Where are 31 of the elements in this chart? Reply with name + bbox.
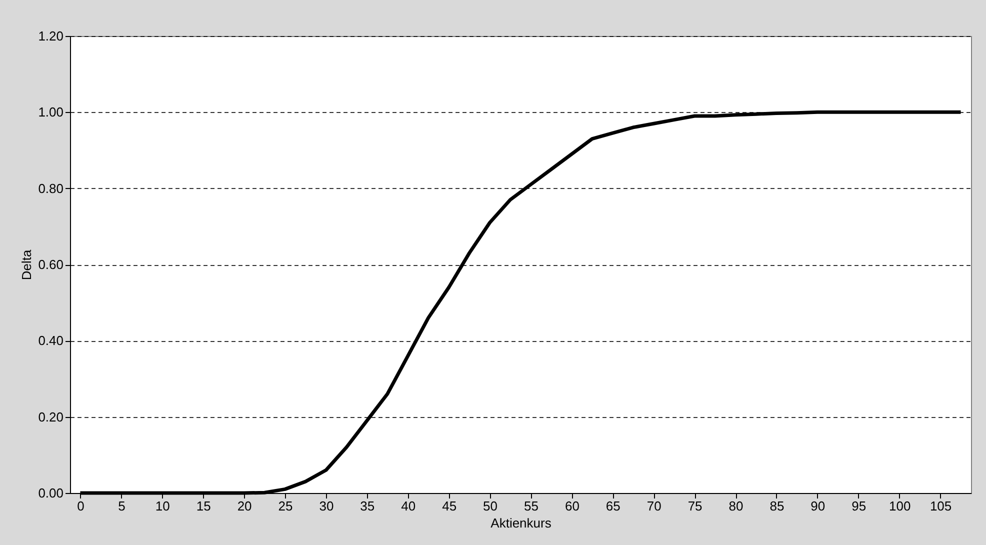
x-tick-label: 5 xyxy=(118,498,126,514)
x-axis-title: Aktienkurs xyxy=(490,516,552,530)
x-tick-label: 55 xyxy=(524,498,538,514)
x-tick-label: 35 xyxy=(360,498,375,514)
x-tick-label: 60 xyxy=(564,498,580,514)
x-tick-label: 0 xyxy=(77,498,84,514)
y-tick-label: 1.00 xyxy=(38,104,64,120)
x-tick-label: 30 xyxy=(319,498,334,514)
x-tick-label: 25 xyxy=(278,498,293,514)
y-axis-title: Delta xyxy=(19,249,34,280)
y-tick-label: 0.80 xyxy=(38,180,64,196)
x-tick-label: 75 xyxy=(688,498,702,514)
x-tick-label: 65 xyxy=(606,498,620,514)
y-tick-label: 0.00 xyxy=(38,486,64,500)
y-tick-label: 0.40 xyxy=(38,333,64,348)
x-tick-label: 90 xyxy=(810,498,826,514)
x-tick-label: 40 xyxy=(401,498,416,514)
x-tick-label: 15 xyxy=(196,498,211,514)
x-tick-label: 70 xyxy=(646,498,662,514)
x-tick-label: 85 xyxy=(770,498,784,514)
x-tick-label: 100 xyxy=(888,498,911,514)
x-tick-label: 50 xyxy=(483,498,498,514)
x-tick-label: 105 xyxy=(930,498,952,514)
y-tick-label: 0.60 xyxy=(38,257,64,272)
x-tick-label: 45 xyxy=(442,498,457,514)
x-tick-label: 20 xyxy=(237,498,252,514)
y-tick-label: 0.20 xyxy=(38,409,64,424)
x-tick-label: 95 xyxy=(852,498,866,514)
x-tick-label: 10 xyxy=(155,498,170,514)
x-tick-label: 80 xyxy=(728,498,744,514)
y-tick-label: 1.20 xyxy=(38,28,64,44)
